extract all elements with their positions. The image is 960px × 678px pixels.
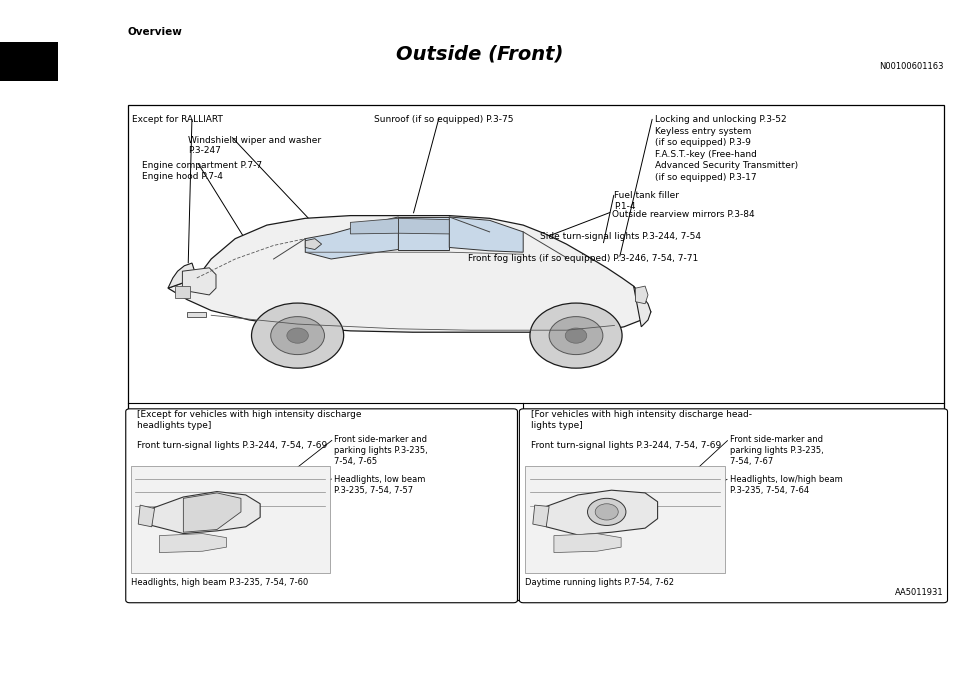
Circle shape: [565, 328, 587, 343]
Circle shape: [530, 303, 622, 368]
Polygon shape: [187, 312, 206, 317]
Text: Except for RALLIART: Except for RALLIART: [132, 115, 224, 124]
Circle shape: [252, 303, 344, 368]
Polygon shape: [636, 286, 648, 304]
Polygon shape: [183, 493, 241, 532]
Polygon shape: [152, 492, 260, 534]
Polygon shape: [182, 268, 216, 295]
Bar: [0, 42, 58, 81]
Text: Headlights, low/high beam
P.3-235, 7-54, 7-64: Headlights, low/high beam P.3-235, 7-54,…: [730, 475, 842, 495]
Text: Daytime running lights P.7-54, 7-62: Daytime running lights P.7-54, 7-62: [525, 578, 674, 586]
Polygon shape: [634, 286, 651, 327]
Circle shape: [595, 504, 618, 520]
Text: Front fog lights (if so equipped) P.3-246, 7-54, 7-71: Front fog lights (if so equipped) P.3-24…: [468, 254, 699, 262]
Polygon shape: [305, 239, 322, 250]
Text: Outside rearview mirrors P.3-84: Outside rearview mirrors P.3-84: [612, 210, 756, 219]
Text: Headlights, low beam
P.3-235, 7-54, 7-57: Headlights, low beam P.3-235, 7-54, 7-57: [334, 475, 425, 495]
Polygon shape: [554, 534, 621, 553]
Polygon shape: [533, 505, 549, 527]
Polygon shape: [449, 217, 523, 252]
Text: Front side-marker and
parking lights P.3-235,
7-54, 7-65: Front side-marker and parking lights P.3…: [334, 435, 428, 466]
Polygon shape: [168, 263, 197, 288]
Text: Windshield wiper and washer
P.3-247: Windshield wiper and washer P.3-247: [188, 136, 322, 155]
Circle shape: [271, 317, 324, 355]
Text: Sunroof (if so equipped) P.3-75: Sunroof (if so equipped) P.3-75: [374, 115, 514, 124]
Polygon shape: [350, 218, 449, 234]
Bar: [525, 466, 725, 573]
Text: Outside (Front): Outside (Front): [396, 44, 564, 63]
FancyBboxPatch shape: [519, 409, 948, 603]
Text: Fuel tank filler
P.1-4: Fuel tank filler P.1-4: [614, 191, 680, 211]
Polygon shape: [175, 286, 190, 298]
Text: [For vehicles with high intensity discharge head-
lights type]: [For vehicles with high intensity discha…: [531, 410, 752, 431]
Polygon shape: [546, 490, 658, 535]
Text: AA5011931: AA5011931: [895, 588, 944, 597]
Text: Headlights, high beam P.3-235, 7-54, 7-60: Headlights, high beam P.3-235, 7-54, 7-6…: [131, 578, 308, 586]
Polygon shape: [159, 534, 227, 553]
Bar: [128, 105, 944, 600]
Text: [Except for vehicles with high intensity discharge
headlights type]: [Except for vehicles with high intensity…: [137, 410, 362, 431]
Text: Locking and unlocking P.3-52
Keyless entry system
(if so equipped) P.3-9
F.A.S.T: Locking and unlocking P.3-52 Keyless ent…: [655, 115, 798, 182]
Circle shape: [549, 317, 603, 355]
Polygon shape: [398, 217, 449, 250]
Text: N00100601163: N00100601163: [879, 62, 944, 71]
Circle shape: [588, 498, 626, 525]
Polygon shape: [138, 505, 155, 527]
Text: Engine compartment P.7-7
Engine hood P.7-4: Engine compartment P.7-7 Engine hood P.7…: [142, 161, 262, 181]
Text: Overview: Overview: [128, 27, 182, 37]
Bar: [131, 466, 330, 573]
Polygon shape: [305, 217, 398, 259]
FancyBboxPatch shape: [126, 409, 517, 603]
Text: Front side-marker and
parking lights P.3-235,
7-54, 7-67: Front side-marker and parking lights P.3…: [730, 435, 824, 466]
Text: Front turn-signal lights P.3-244, 7-54, 7-69: Front turn-signal lights P.3-244, 7-54, …: [531, 441, 721, 450]
Text: Front turn-signal lights P.3-244, 7-54, 7-69: Front turn-signal lights P.3-244, 7-54, …: [137, 441, 327, 450]
Polygon shape: [168, 216, 651, 332]
Text: Side turn-signal lights P.3-244, 7-54: Side turn-signal lights P.3-244, 7-54: [540, 232, 701, 241]
Circle shape: [287, 328, 308, 343]
